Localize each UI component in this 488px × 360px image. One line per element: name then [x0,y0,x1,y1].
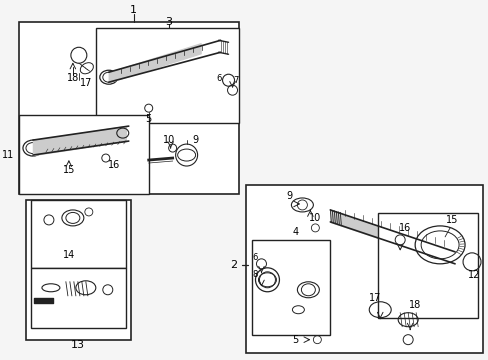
Text: 8: 8 [252,270,258,279]
Text: 13: 13 [71,339,85,350]
Text: 6: 6 [216,74,221,83]
Bar [31,200,125,268]
Text: 1: 1 [130,5,137,15]
Bar [245,185,482,353]
Bar [19,22,238,194]
Text: 6: 6 [252,253,258,262]
Text: 10: 10 [162,135,174,145]
Text: 9: 9 [192,135,198,145]
Text: 16: 16 [107,160,120,170]
Bar [377,213,477,318]
Text: 15: 15 [445,215,457,225]
Bar [26,200,130,340]
Text: 2: 2 [230,260,237,270]
Text: 5: 5 [145,114,152,124]
Text: 11: 11 [2,150,14,160]
Text: 5: 5 [292,335,298,345]
Text: 3: 3 [165,17,172,27]
Text: 16: 16 [398,223,410,233]
Bar [96,28,238,123]
Text: 7: 7 [232,76,238,85]
Text: 18: 18 [408,300,421,310]
Text: 15: 15 [62,165,75,175]
Text: 10: 10 [308,213,321,223]
Bar [31,268,125,328]
Text: 14: 14 [62,250,75,260]
Text: 9: 9 [285,191,292,201]
Text: 17: 17 [368,293,381,303]
Text: 18: 18 [66,73,79,83]
Text: 17: 17 [80,78,92,88]
Bar [19,115,148,194]
Text: 12: 12 [467,270,479,280]
Text: 4: 4 [292,227,298,237]
Bar [252,240,330,335]
